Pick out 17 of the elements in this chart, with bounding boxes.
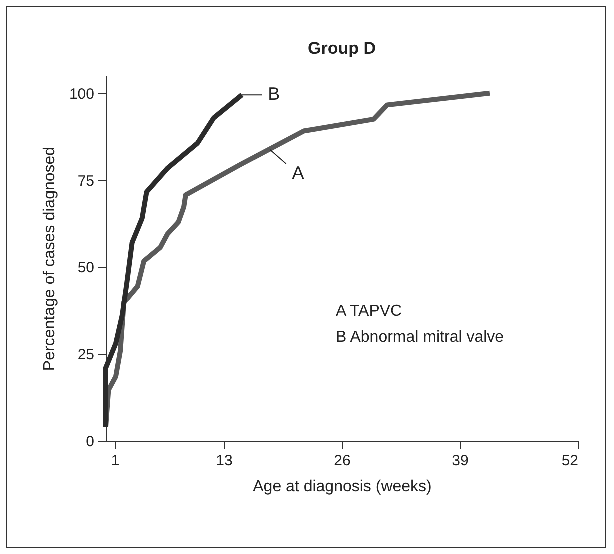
y-tick-label: 25 [78, 346, 94, 364]
x-tick-label: 39 [452, 452, 469, 470]
annotation: B [268, 84, 280, 104]
x-tick-label: 52 [562, 452, 578, 470]
y-tick-label: 50 [78, 260, 94, 277]
x-tick-label: 13 [216, 452, 233, 470]
y-tick-label: 0 [86, 434, 94, 450]
y-tick-label: 100 [69, 86, 94, 103]
annotation: A [292, 163, 304, 184]
x-axis-title: Age at diagnosis (weeks) [253, 478, 432, 496]
chart-title: Group D [308, 39, 376, 58]
x-tick-label: 1 [111, 452, 120, 470]
x-tick-label: 26 [334, 452, 351, 470]
annotation: A TAPVC [336, 303, 402, 320]
y-tick-label: 75 [78, 172, 94, 190]
annotation: B Abnormal mitral valve [336, 329, 504, 346]
y-axis-title: Percentage of cases diagnosed [41, 146, 58, 372]
